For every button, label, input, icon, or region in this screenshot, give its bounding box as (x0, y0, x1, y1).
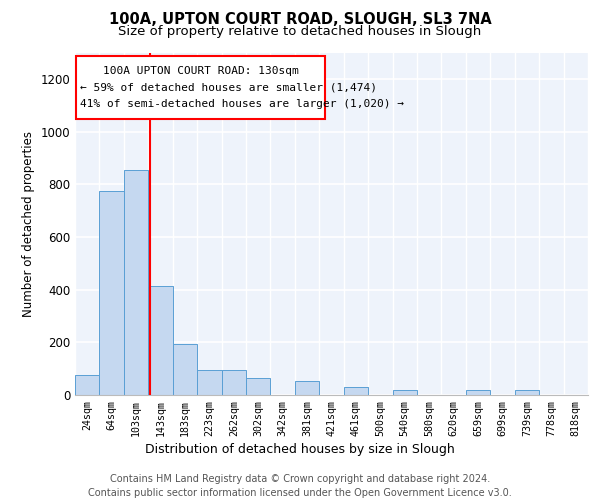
Text: 41% of semi-detached houses are larger (1,020) →: 41% of semi-detached houses are larger (… (80, 99, 404, 109)
Bar (124, 170, 148, 395)
Text: Contains public sector information licensed under the Open Government Licence v3: Contains public sector information licen… (88, 488, 512, 498)
Bar (344, 387, 368, 395)
Text: Contains HM Land Registry data © Crown copyright and database right 2024.: Contains HM Land Registry data © Crown c… (110, 474, 490, 484)
Bar (392, 390, 417, 395)
Y-axis label: Number of detached properties: Number of detached properties (22, 130, 35, 317)
Text: Distribution of detached houses by size in Slough: Distribution of detached houses by size … (145, 442, 455, 456)
Bar (246, 378, 271, 395)
Bar (75, 375, 100, 395)
Bar (173, 344, 197, 395)
Bar (466, 390, 490, 395)
Bar (221, 370, 246, 395)
Text: ← 59% of detached houses are smaller (1,474): ← 59% of detached houses are smaller (1,… (80, 82, 377, 92)
Bar (515, 390, 539, 395)
Bar (148, 286, 173, 395)
Text: 100A, UPTON COURT ROAD, SLOUGH, SL3 7NA: 100A, UPTON COURT ROAD, SLOUGH, SL3 7NA (109, 12, 491, 28)
Bar (197, 370, 221, 395)
Bar (295, 380, 319, 395)
Bar (100, 191, 124, 395)
Text: 100A UPTON COURT ROAD: 130sqm: 100A UPTON COURT ROAD: 130sqm (103, 66, 299, 76)
FancyBboxPatch shape (76, 56, 325, 119)
Text: Size of property relative to detached houses in Slough: Size of property relative to detached ho… (118, 25, 482, 38)
